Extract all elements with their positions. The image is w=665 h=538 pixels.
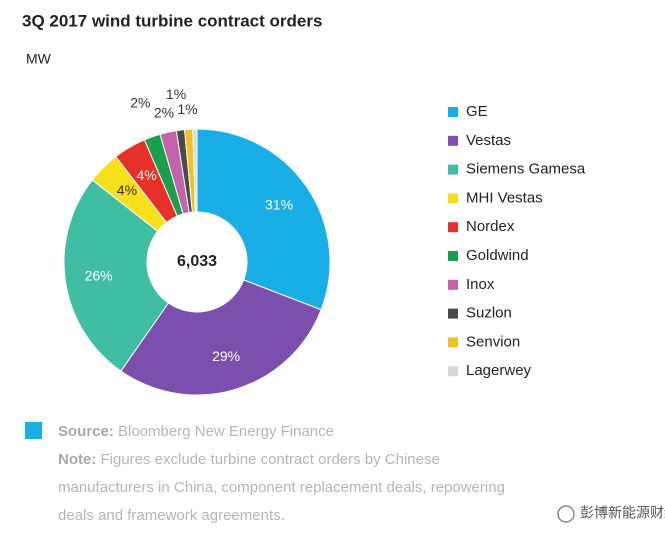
slice (196, 128, 331, 311)
footnote-label: Source: (58, 423, 114, 440)
chart-title: 3Q 2017 wind turbine contract orders (22, 11, 322, 30)
value-label: 1% (177, 101, 197, 117)
footnote: Note: Figures exclude turbine contract o… (58, 451, 505, 524)
value-label: 2% (154, 104, 174, 120)
legend-swatch (448, 308, 458, 319)
legend-swatch (448, 107, 458, 117)
watermark: 彭博新能源财经 (580, 505, 665, 521)
legend-label: Goldwind (466, 247, 529, 264)
legend-swatch (448, 337, 458, 348)
legend-swatch (448, 193, 458, 204)
legend-label: Vestas (466, 132, 511, 149)
chart-subtitle: MW (26, 51, 52, 67)
legend-label: MHI Vestas (466, 189, 543, 206)
legend-label: Suzlon (466, 305, 512, 322)
legend-swatch (448, 366, 458, 377)
slice (120, 279, 322, 396)
legend-label: Nordex (466, 218, 515, 235)
legend-label: GE (466, 103, 488, 120)
slice (63, 179, 170, 372)
legend-label: Inox (466, 276, 495, 293)
wechat-icon (557, 505, 575, 523)
legend-swatch (448, 279, 458, 290)
value-label: 29% (212, 348, 240, 364)
center-disc (148, 213, 246, 311)
value-label: 1% (166, 86, 186, 102)
legend-swatch (448, 251, 458, 261)
footnote-text: Figures exclude turbine contract orders … (58, 451, 505, 524)
value-label: 26% (85, 267, 113, 283)
slice (192, 128, 198, 213)
legend-swatch (448, 164, 458, 175)
value-label: 31% (265, 196, 293, 212)
footnote-text: Bloomberg New Energy Finance (118, 423, 334, 440)
footnotes: Source: Bloomberg New Energy Finance Note… (58, 418, 528, 530)
footnote-label: Note: (58, 451, 97, 468)
total-label: 6,033 (177, 253, 217, 270)
value-label: 4% (117, 182, 137, 198)
legend-label: Siemens Gamesa (466, 161, 586, 178)
source-icon (25, 422, 42, 439)
legend-label: Lagerwey (466, 362, 532, 379)
legend-swatch (448, 135, 458, 146)
value-label: 2% (130, 95, 150, 111)
footnote: Source: Bloomberg New Energy Finance (58, 423, 334, 440)
value-label: 4% (136, 167, 156, 183)
legend-swatch (448, 222, 458, 233)
legend-label: Senvion (466, 333, 520, 350)
